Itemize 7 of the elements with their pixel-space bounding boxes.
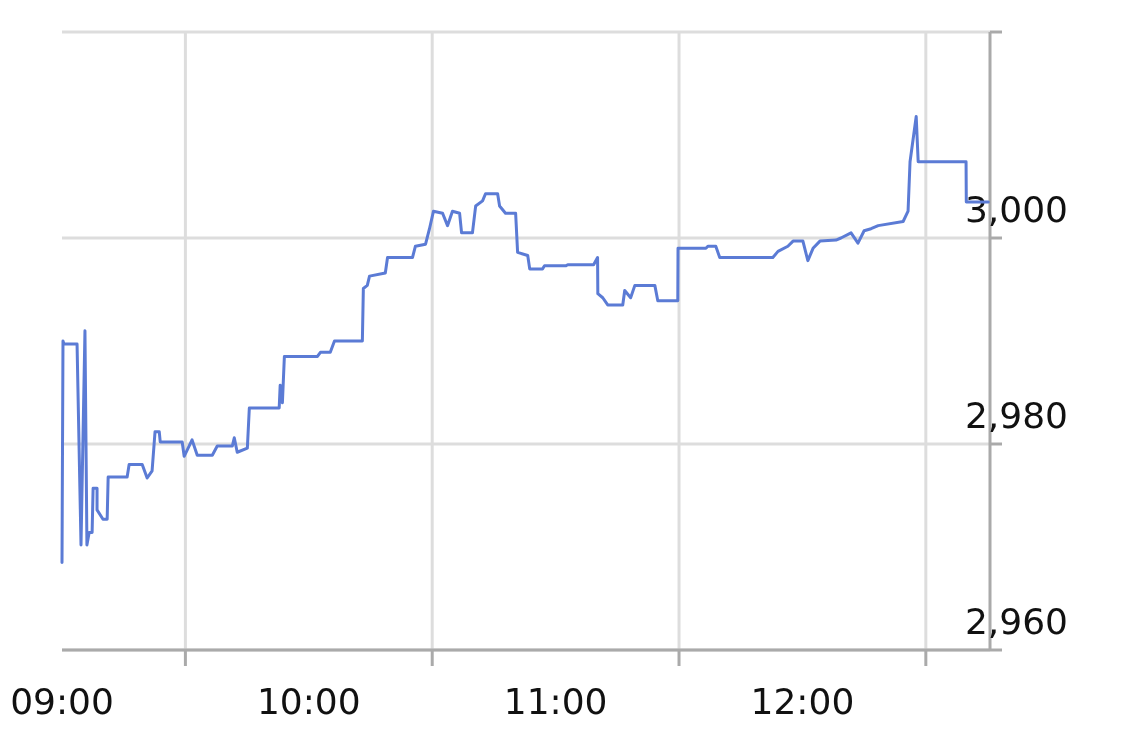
y-tick-label: 2,960 [964,601,1068,642]
x-tick-label: 09:00 [10,681,114,722]
x-tick-label: 12:00 [750,681,855,722]
y-tick-label: 3,000 [964,189,1068,230]
y-tick-label: 2,980 [964,395,1068,436]
x-tick-label: 11:00 [503,681,608,722]
x-tick-label: 10:00 [256,681,361,722]
